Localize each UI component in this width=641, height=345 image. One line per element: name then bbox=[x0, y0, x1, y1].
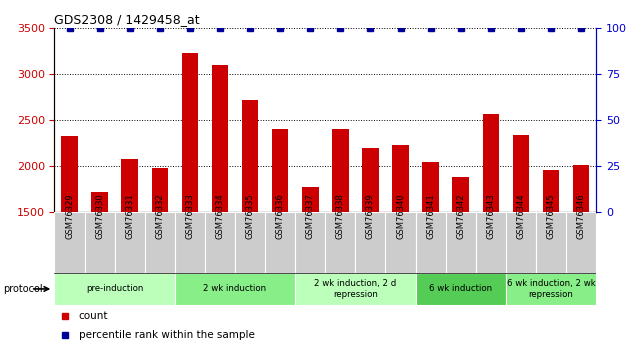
Text: GSM76340: GSM76340 bbox=[396, 194, 405, 239]
Text: count: count bbox=[79, 312, 108, 322]
Bar bbox=[175, 212, 205, 273]
Bar bbox=[453, 177, 469, 212]
Text: 6 wk induction, 2 wk
repression: 6 wk induction, 2 wk repression bbox=[506, 279, 595, 299]
Bar bbox=[212, 66, 228, 212]
Bar bbox=[506, 212, 536, 273]
Text: GSM76346: GSM76346 bbox=[577, 194, 586, 239]
Bar bbox=[536, 212, 566, 273]
Bar bbox=[415, 212, 445, 273]
Bar bbox=[476, 212, 506, 273]
Bar bbox=[296, 212, 326, 273]
Bar bbox=[151, 168, 168, 212]
Bar bbox=[92, 192, 108, 212]
Bar bbox=[121, 159, 138, 212]
Text: GSM76344: GSM76344 bbox=[517, 194, 526, 239]
Bar bbox=[385, 212, 415, 273]
Bar bbox=[543, 170, 559, 212]
Text: GSM76334: GSM76334 bbox=[215, 194, 224, 239]
Text: GSM76339: GSM76339 bbox=[366, 194, 375, 239]
Text: 6 wk induction: 6 wk induction bbox=[429, 284, 492, 294]
Text: GSM76333: GSM76333 bbox=[185, 194, 194, 239]
Text: pre-induction: pre-induction bbox=[86, 284, 144, 294]
Bar bbox=[296, 273, 415, 305]
Bar bbox=[54, 212, 85, 273]
Text: GSM76336: GSM76336 bbox=[276, 194, 285, 239]
Text: GSM76341: GSM76341 bbox=[426, 194, 435, 239]
Bar bbox=[506, 273, 596, 305]
Bar bbox=[265, 212, 296, 273]
Text: protocol: protocol bbox=[3, 284, 43, 294]
Text: GSM76330: GSM76330 bbox=[95, 194, 104, 239]
Bar bbox=[54, 273, 175, 305]
Text: GSM76342: GSM76342 bbox=[456, 194, 465, 239]
Text: GDS2308 / 1429458_at: GDS2308 / 1429458_at bbox=[54, 13, 200, 27]
Bar bbox=[355, 212, 385, 273]
Bar bbox=[175, 273, 296, 305]
Text: GSM76343: GSM76343 bbox=[487, 194, 495, 239]
Bar bbox=[181, 53, 198, 212]
Bar bbox=[115, 212, 145, 273]
Bar bbox=[483, 114, 499, 212]
Text: GSM76335: GSM76335 bbox=[246, 194, 254, 239]
Bar bbox=[62, 136, 78, 212]
Bar bbox=[566, 212, 596, 273]
Bar bbox=[272, 129, 288, 212]
Text: 2 wk induction, 2 d
repression: 2 wk induction, 2 d repression bbox=[314, 279, 397, 299]
Bar bbox=[332, 129, 349, 212]
Bar bbox=[205, 212, 235, 273]
Bar bbox=[235, 212, 265, 273]
Text: GSM76329: GSM76329 bbox=[65, 194, 74, 239]
Text: GSM76338: GSM76338 bbox=[336, 194, 345, 239]
Bar bbox=[445, 212, 476, 273]
Bar bbox=[326, 212, 355, 273]
Text: GSM76337: GSM76337 bbox=[306, 194, 315, 239]
Bar bbox=[392, 145, 409, 212]
Bar bbox=[513, 135, 529, 212]
Text: 2 wk induction: 2 wk induction bbox=[203, 284, 267, 294]
Bar bbox=[145, 212, 175, 273]
Text: percentile rank within the sample: percentile rank within the sample bbox=[79, 330, 254, 340]
Text: GSM76345: GSM76345 bbox=[547, 194, 556, 239]
Bar bbox=[422, 162, 439, 212]
Bar bbox=[362, 148, 379, 212]
Bar bbox=[302, 187, 319, 212]
Bar bbox=[242, 100, 258, 212]
Text: GSM76331: GSM76331 bbox=[125, 194, 134, 239]
Bar bbox=[415, 273, 506, 305]
Bar bbox=[573, 165, 589, 212]
Bar bbox=[85, 212, 115, 273]
Text: GSM76332: GSM76332 bbox=[155, 194, 164, 239]
